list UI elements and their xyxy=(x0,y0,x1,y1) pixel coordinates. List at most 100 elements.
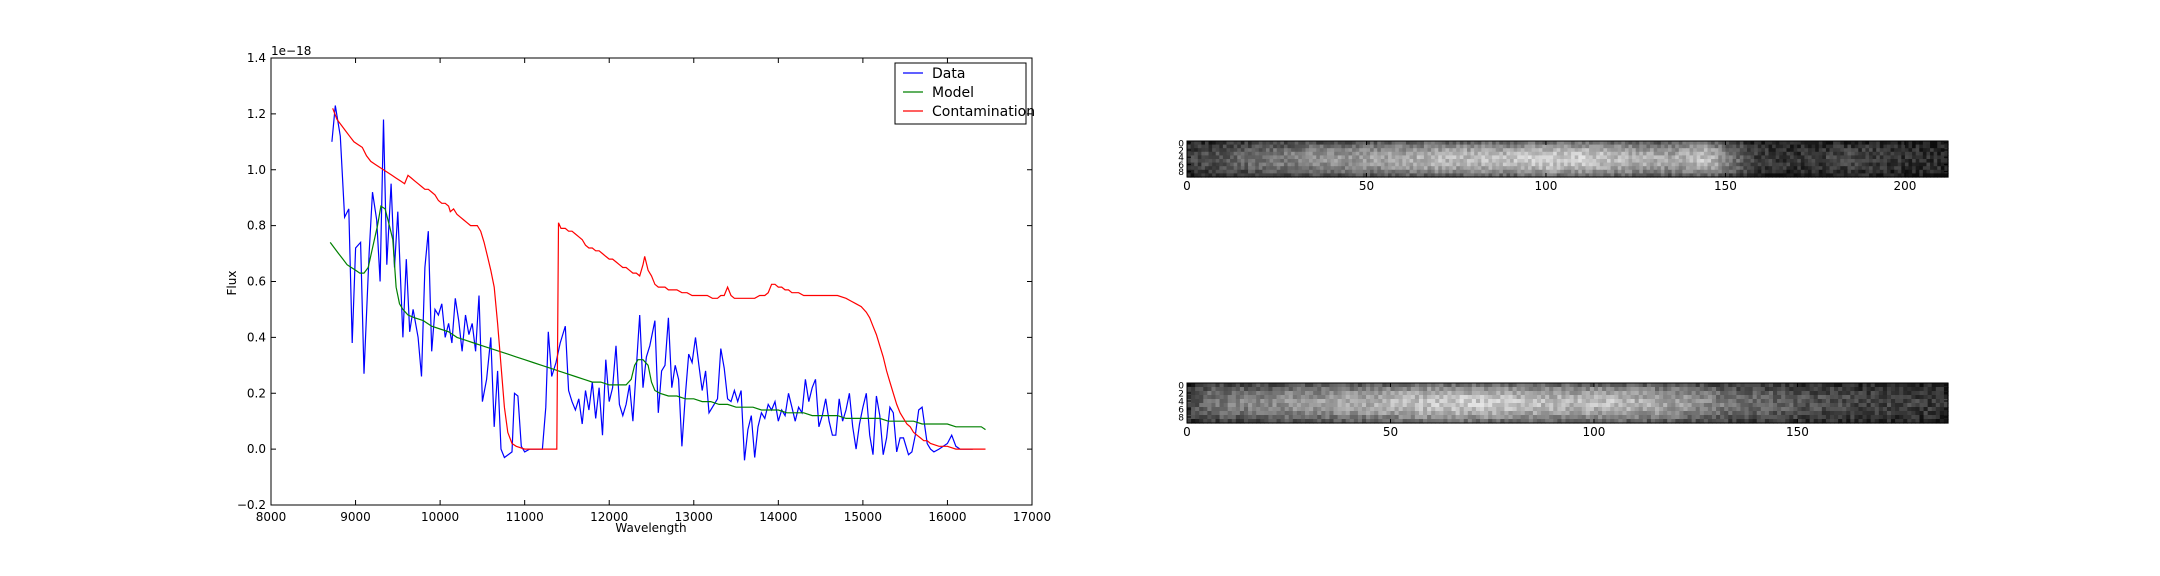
pixel-cell xyxy=(1785,387,1790,392)
pixel-cell xyxy=(1355,155,1360,160)
pixel-cell xyxy=(1878,391,1884,396)
pixel-cell xyxy=(1854,395,1860,400)
x-tick-label: 150 xyxy=(1714,179,1737,193)
pixel-cell xyxy=(1195,403,1200,408)
pixel-cell xyxy=(1459,407,1465,412)
pixel-cell xyxy=(1700,169,1705,174)
pixel-cell xyxy=(1447,419,1453,424)
pixel-cell xyxy=(1725,155,1730,160)
pixel-cell xyxy=(1760,411,1766,416)
pixel-cell xyxy=(1402,144,1407,149)
pixel-cell xyxy=(1883,166,1888,171)
pixel-cell xyxy=(1879,169,1884,174)
pixel-cell xyxy=(1484,166,1490,171)
pixel-cell xyxy=(1703,395,1709,400)
pixel-cell xyxy=(1646,173,1651,178)
pixel-cell xyxy=(1553,411,1558,416)
pixel-cell xyxy=(1581,162,1587,167)
pixel-cell xyxy=(1703,419,1709,424)
pixel-cell xyxy=(1811,155,1816,160)
pixel-cell xyxy=(1541,391,1546,396)
pixel-cell xyxy=(1861,148,1867,153)
pixel-cell xyxy=(1847,141,1852,146)
pixel-cell xyxy=(1384,151,1389,156)
pixel-cell xyxy=(1380,173,1386,178)
pixel-cell xyxy=(1528,173,1533,178)
pixel-cell xyxy=(1836,166,1841,171)
pixel-cell xyxy=(1621,155,1626,160)
pixel-cell xyxy=(1443,395,1449,400)
pixel-cell xyxy=(1475,403,1481,408)
pixel-cell xyxy=(1341,162,1346,167)
pixel-cell xyxy=(1919,141,1924,146)
pixel-cell xyxy=(1556,162,1561,167)
pixel-cell xyxy=(1772,141,1777,146)
pixel-cell xyxy=(1675,403,1681,408)
pixel-cell xyxy=(1431,411,1436,416)
pixel-cell xyxy=(1754,159,1759,164)
pixel-cell xyxy=(1382,407,1388,412)
pixel-cell xyxy=(1287,144,1292,149)
pixel-cell xyxy=(1908,144,1913,149)
pixel-cell xyxy=(1829,387,1835,392)
pixel-cell xyxy=(1840,162,1845,167)
pixel-cell xyxy=(1804,162,1809,167)
pixel-cell xyxy=(1695,419,1701,424)
pixel-cell xyxy=(1768,399,1774,404)
pixel-cell xyxy=(1940,144,1946,149)
pixel-cell xyxy=(1911,403,1917,408)
pixel-cell xyxy=(1296,387,1302,392)
pixel-cell xyxy=(1667,407,1672,412)
pixel-cell xyxy=(1423,169,1429,174)
pixel-cell xyxy=(1240,151,1246,156)
pixel-cell xyxy=(1264,419,1269,424)
pixel-cell xyxy=(1260,415,1265,420)
pixel-cell xyxy=(1897,166,1902,171)
pixel-cell xyxy=(1840,155,1845,160)
pixel-cell xyxy=(1545,395,1550,400)
pixel-cell xyxy=(1316,155,1321,160)
pixel-cell xyxy=(1720,419,1725,424)
pixel-cell xyxy=(1642,387,1648,392)
pixel-cell xyxy=(1834,395,1839,400)
pixel-cell xyxy=(1667,419,1672,424)
pixel-cell xyxy=(1427,415,1432,420)
pixel-cell xyxy=(1736,141,1741,146)
pixel-cell xyxy=(1574,155,1579,160)
pixel-cell xyxy=(1355,166,1360,171)
pixel-cell xyxy=(1255,151,1260,156)
pixel-cell xyxy=(1431,419,1436,424)
pixel-cell xyxy=(1459,169,1464,174)
pixel-cell xyxy=(1510,148,1515,153)
pixel-cell xyxy=(1488,173,1493,178)
pixel-cell xyxy=(1301,159,1307,164)
pixel-cell xyxy=(1459,395,1465,400)
pixel-cell xyxy=(1638,411,1644,416)
pixel-cell xyxy=(1899,403,1904,408)
pixel-cell xyxy=(1606,395,1611,400)
pixel-cell xyxy=(1427,141,1432,146)
pixel-cell xyxy=(1764,155,1770,160)
pixel-cell xyxy=(1333,391,1339,396)
pixel-cell xyxy=(1593,395,1599,400)
pixel-cell xyxy=(1439,419,1444,424)
pixel-cell xyxy=(1772,169,1777,174)
pixel-cell xyxy=(1592,144,1597,149)
pixel-cell xyxy=(1316,148,1321,153)
pixel-cell xyxy=(1337,387,1343,392)
pixel-cell xyxy=(1599,162,1604,167)
pixel-cell xyxy=(1786,141,1791,146)
pixel-cell xyxy=(1585,403,1591,408)
pixel-cell xyxy=(1926,155,1931,160)
pixel-cell xyxy=(1244,162,1249,167)
pixel-cell xyxy=(1923,391,1929,396)
pixel-cell xyxy=(1858,155,1863,160)
pixel-cell xyxy=(1728,391,1733,396)
pixel-cell xyxy=(1870,419,1876,424)
pixel-cell xyxy=(1316,144,1321,149)
pixel-cell xyxy=(1395,169,1400,174)
pixel-cell xyxy=(1801,419,1807,424)
pixel-cell xyxy=(1834,399,1839,404)
pixel-cell xyxy=(1384,162,1389,167)
pixel-cell xyxy=(1919,144,1924,149)
